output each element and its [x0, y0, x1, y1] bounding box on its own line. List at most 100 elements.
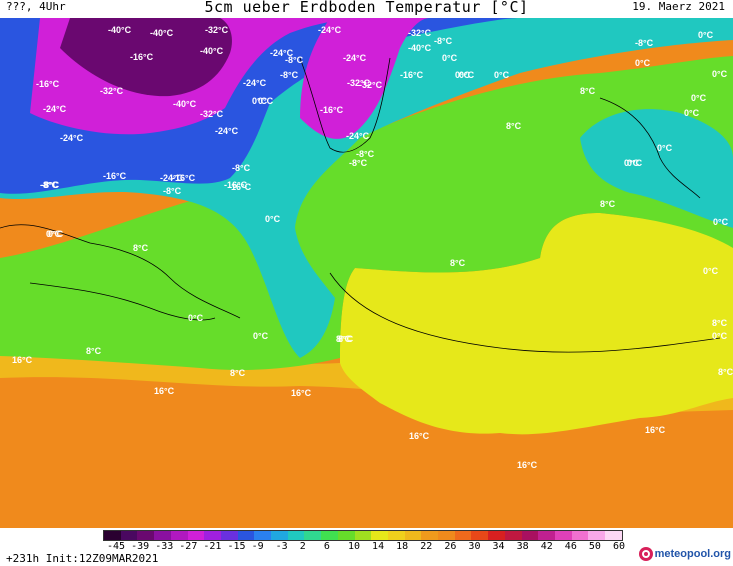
- isotherm-label: 8°C: [133, 243, 149, 253]
- isotherm-label: 0°C: [712, 331, 728, 341]
- isotherm-label: 16°C: [12, 355, 33, 365]
- scale-tick-label: 50: [588, 541, 601, 552]
- isotherm-label: -8°C: [280, 70, 299, 80]
- isotherm-label: -16°C: [400, 70, 424, 80]
- isotherm-label: -8°C: [163, 186, 182, 196]
- isotherm-label: -16°C: [103, 171, 127, 181]
- isotherm-label: 0°C: [635, 58, 651, 68]
- isotherm-label: 0°C: [265, 214, 281, 224]
- isotherm-label: -32°C: [359, 80, 383, 90]
- scale-tick-label: -33: [155, 541, 174, 552]
- isotherm-label: -16°C: [36, 79, 60, 89]
- isotherm-label: 8°C: [600, 199, 616, 209]
- scale-tick-label: 34: [492, 541, 505, 552]
- scale-swatch: [404, 531, 422, 540]
- scale-swatch: [271, 531, 288, 540]
- isotherm-label: 0°C: [713, 217, 729, 227]
- scale-swatch: [471, 531, 489, 540]
- scale-tick-label: -9: [251, 541, 264, 552]
- isotherm-label: -8°C: [356, 149, 375, 159]
- scale-tick-label: 22: [420, 541, 433, 552]
- isotherm-label: 16°C: [409, 431, 430, 441]
- isotherm-label: 8°C: [338, 334, 354, 344]
- isotherm-label: -8°C: [349, 158, 368, 168]
- isotherm-label: -24°C: [346, 131, 370, 141]
- greenland-sea-cold-area: [580, 109, 733, 228]
- isotherm-label: 0°C: [712, 69, 728, 79]
- isotherm-label: 0°C: [624, 158, 640, 168]
- scale-swatch: [387, 531, 405, 540]
- scale-tick-label: -45: [107, 541, 126, 552]
- isotherm-label: -40°C: [150, 28, 174, 38]
- scale-swatch: [554, 531, 572, 540]
- isotherm-label: 0°C: [253, 331, 269, 341]
- scale-tick-label: -27: [179, 541, 198, 552]
- color-scale-bar: [103, 530, 623, 541]
- scale-swatch: [337, 531, 355, 540]
- greenland-arctic-area: [300, 18, 430, 139]
- scale-tick-label: 2: [299, 541, 306, 552]
- brand-logo[interactable]: meteopool.org: [638, 547, 731, 561]
- scale-swatch: [187, 531, 205, 540]
- isotherm-label: -24°C: [43, 104, 67, 114]
- isotherm-label: 8°C: [336, 334, 352, 344]
- scale-swatch: [438, 531, 455, 540]
- isotherm-label: 0°C: [455, 70, 471, 80]
- isotherm-label: 8°C: [506, 121, 522, 131]
- temperature-map[interactable]: -40°C -40°C -32°C -24°C -32°C -8°C -8°C 0°C -16°…: [0, 18, 733, 528]
- coastlines: [0, 57, 721, 353]
- meteopool-logo-icon: [638, 547, 653, 561]
- forecast-date: 19. Maerz 2021: [632, 0, 725, 13]
- scale-swatch: [287, 531, 305, 540]
- scale-tick-label: 60: [613, 541, 626, 552]
- isotherm-label: -32°C: [100, 86, 124, 96]
- model-run-info: +231h Init:12Z09MAR2021: [6, 552, 159, 565]
- scale-swatch: [488, 531, 505, 540]
- isotherm-label: -24°C: [318, 25, 342, 35]
- scale-swatch: [605, 531, 622, 540]
- isotherm-label: -8°C: [434, 36, 453, 46]
- scale-tick-label: 18: [396, 541, 409, 552]
- isotherm-label: 8°C: [86, 346, 102, 356]
- isotherm-label: -32°C: [200, 109, 224, 119]
- scale-swatch: [371, 531, 388, 540]
- isotherm-label: -40°C: [200, 46, 224, 56]
- isotherm-label: 16°C: [517, 460, 538, 470]
- scale-swatch: [204, 531, 221, 540]
- isotherm-label: 0°C: [494, 70, 510, 80]
- header-label: ???, 4Uhr: [6, 0, 66, 13]
- isotherm-label: -16°C: [130, 52, 154, 62]
- scale-swatch: [104, 531, 121, 540]
- isotherm-label: 0°C: [657, 143, 673, 153]
- scale-swatch: [237, 531, 255, 540]
- isotherm-label: 0°C: [252, 96, 268, 106]
- isotherm-label: -16°C: [320, 105, 344, 115]
- scale-tick-label: 38: [516, 541, 529, 552]
- isotherm-label: 8°C: [712, 318, 728, 328]
- color-scale-ticks: -45 -39 -33 -27 -21 -15 -9 -3 2 6 10 14 18 22 26 30 34 38…: [103, 541, 633, 553]
- isotherm-label: -16°C: [172, 173, 196, 183]
- scale-tick-label: -21: [203, 541, 222, 552]
- subtropical-band: [340, 213, 733, 435]
- isotherm-label: 0°C: [691, 93, 707, 103]
- scale-swatch: [571, 531, 589, 540]
- mid-latitude-band: [0, 56, 733, 370]
- scale-tick-label: -15: [227, 541, 246, 552]
- isotherm-label: -32°C: [205, 25, 229, 35]
- scale-tick-label: 46: [564, 541, 577, 552]
- isotherm-labels: -40°C -40°C -32°C -24°C -32°C-8°C-8°C 0°C-16°…: [12, 25, 733, 470]
- brand-name: meteopool.org: [654, 548, 731, 560]
- isotherm-label: 0°C: [188, 313, 204, 323]
- isotherm-label: 8°C: [450, 258, 466, 268]
- scale-swatch: [254, 531, 272, 540]
- isotherm-label: 16°C: [154, 386, 175, 396]
- isotherm-label: -40°C: [173, 99, 197, 109]
- scale-tick-label: -3: [275, 541, 288, 552]
- scale-tick-label: 10: [347, 541, 360, 552]
- map-title: 5cm ueber Erdboden Temperatur [°C]: [204, 0, 529, 16]
- scale-swatch: [521, 531, 539, 540]
- isotherm-label: -40°C: [108, 25, 132, 35]
- scale-swatch: [154, 531, 171, 540]
- scale-tick-label: 6: [323, 541, 330, 552]
- isotherm-label: 16°C: [291, 388, 312, 398]
